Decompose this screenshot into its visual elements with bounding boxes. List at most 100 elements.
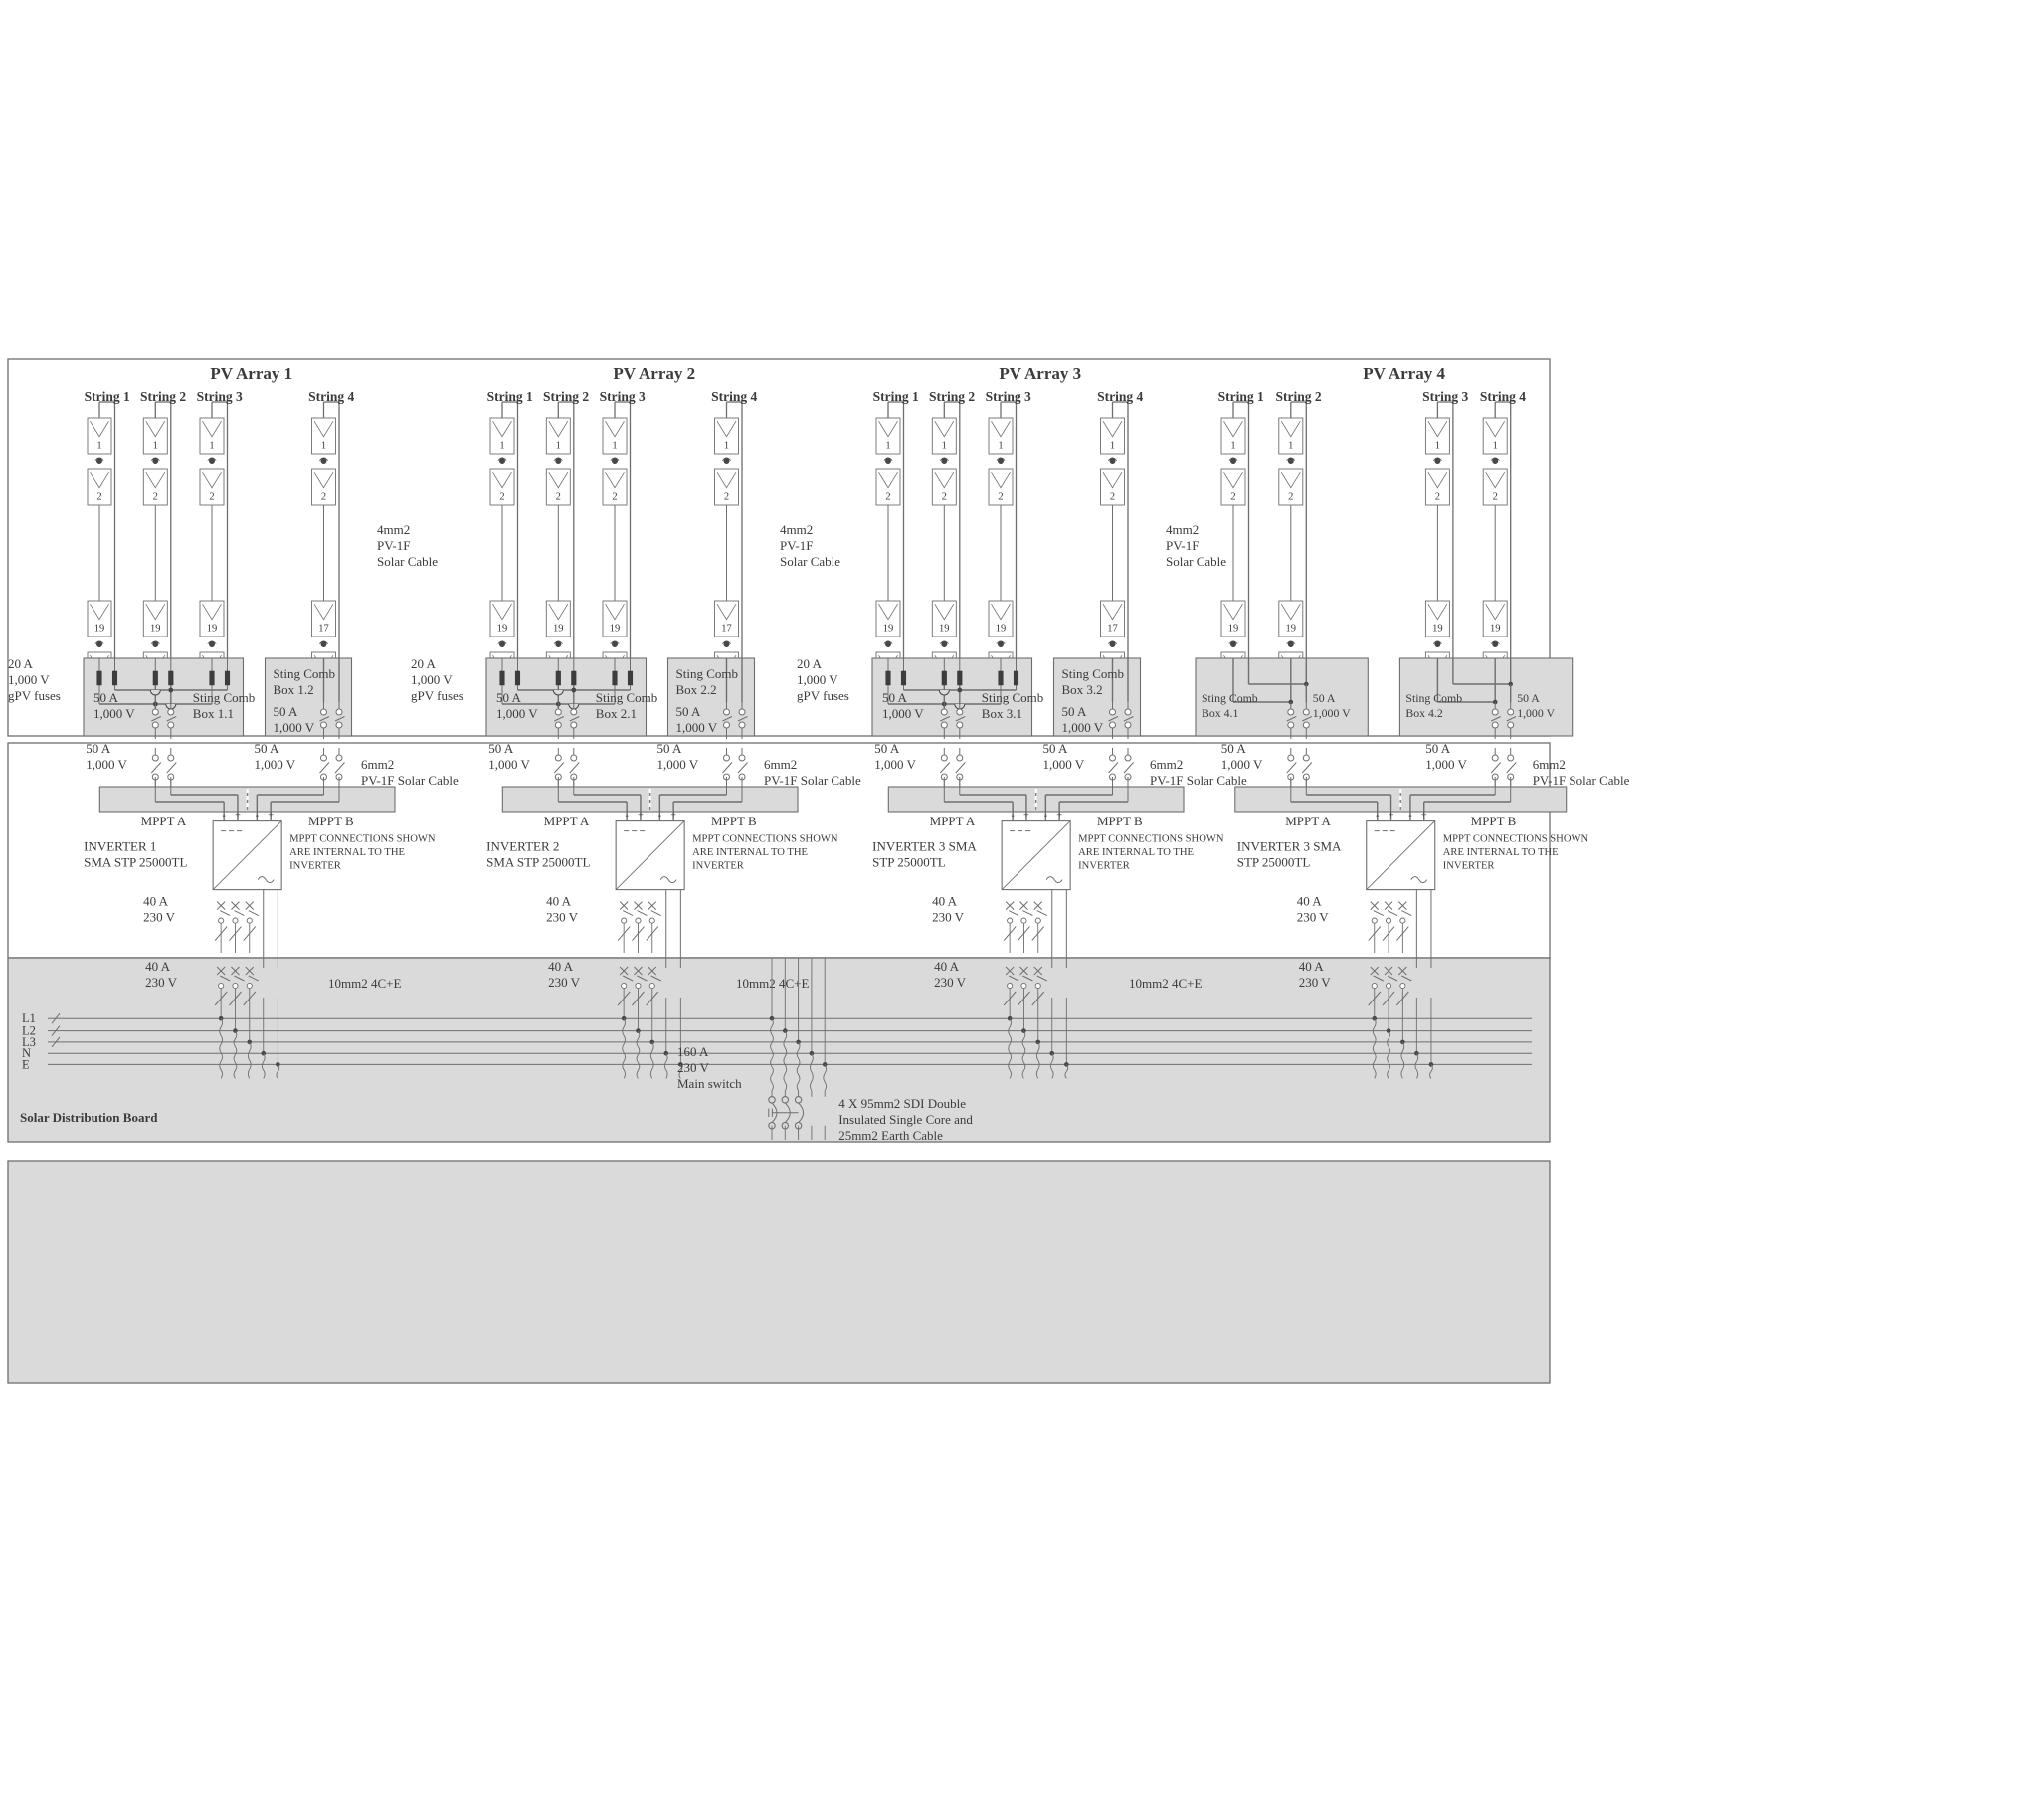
svg-text:2: 2 [96,492,101,503]
svg-text:4mm2: 4mm2 [377,522,410,537]
svg-text:2: 2 [612,492,617,503]
svg-text:2: 2 [1493,492,1498,503]
svg-text:String 3: String 3 [986,389,1031,404]
svg-text:6mm2: 6mm2 [764,757,797,772]
svg-text:String 1: String 1 [487,389,533,404]
svg-text:MPPT B: MPPT B [1471,814,1517,828]
svg-text:1: 1 [209,441,214,452]
svg-text:2: 2 [556,492,561,503]
svg-text:2: 2 [942,492,947,503]
svg-text:2: 2 [1230,492,1235,503]
svg-text:-: - [1408,811,1412,821]
svg-text:MPPT B: MPPT B [308,814,354,828]
svg-text:6mm2: 6mm2 [361,757,394,772]
svg-text:PV Array 4: PV Array 4 [1363,364,1445,383]
svg-text:10mm2 4C+E: 10mm2 4C+E [328,976,401,991]
svg-text:PV-1F Solar Cable: PV-1F Solar Cable [361,773,459,788]
svg-text:1: 1 [153,441,158,452]
svg-text:1: 1 [96,441,101,452]
svg-text:4mm2: 4mm2 [1166,522,1199,537]
svg-text:6mm2: 6mm2 [1533,757,1566,772]
svg-text:1: 1 [612,441,617,452]
svg-text:PV Array 2: PV Array 2 [613,364,695,383]
svg-text:PV-1F Solar Cable: PV-1F Solar Cable [764,773,861,788]
svg-text:2: 2 [1110,492,1115,503]
svg-text:PV-1F Solar Cable: PV-1F Solar Cable [1533,773,1630,788]
svg-text:MPPT A: MPPT A [544,814,590,828]
svg-text:-: - [1376,811,1380,821]
svg-text:String 3: String 3 [600,389,646,404]
svg-text:1: 1 [1230,441,1235,452]
svg-text:2: 2 [724,492,729,503]
svg-text:E: E [22,1057,30,1071]
svg-text:PV-1F Solar Cable: PV-1F Solar Cable [1150,773,1247,788]
svg-text:String 4: String 4 [711,389,757,404]
svg-text:2: 2 [153,492,158,503]
svg-text:1: 1 [942,441,947,452]
svg-text:String 4: String 4 [1480,389,1526,404]
svg-text:19: 19 [939,624,950,635]
svg-text:+: + [268,811,274,821]
svg-text:MPPT B: MPPT B [1097,814,1143,828]
svg-text:+: + [670,811,676,821]
svg-text:String 1: String 1 [1218,389,1264,404]
svg-text:Solar Cable: Solar Cable [1166,554,1226,569]
svg-text:17: 17 [1107,624,1118,635]
svg-text:String 1: String 1 [873,389,919,404]
svg-text:19: 19 [1286,624,1297,635]
svg-text:String 2: String 2 [929,389,975,404]
svg-text:1: 1 [998,441,1003,452]
svg-text:10mm2 4C+E: 10mm2 4C+E [1129,976,1202,991]
svg-text:1: 1 [321,441,326,452]
svg-text:1: 1 [1288,441,1293,452]
svg-text:+: + [235,811,241,821]
svg-text:1: 1 [556,441,561,452]
svg-text:19: 19 [1432,624,1443,635]
svg-text:1: 1 [1435,441,1440,452]
svg-text:19: 19 [610,624,621,635]
svg-text:-: - [256,811,260,821]
svg-text:2: 2 [499,492,504,503]
svg-text:1: 1 [885,441,890,452]
svg-text:String 2: String 2 [1275,389,1321,404]
svg-text:2: 2 [321,492,326,503]
svg-text:2: 2 [885,492,890,503]
svg-text:-: - [222,811,226,821]
svg-text:+: + [1023,811,1029,821]
svg-text:PV-1F: PV-1F [377,538,410,553]
svg-text:1: 1 [1110,441,1115,452]
svg-text:PV Array 1: PV Array 1 [210,364,292,383]
svg-text:17: 17 [318,624,329,635]
svg-text:2: 2 [998,492,1003,503]
svg-text:String 2: String 2 [543,389,589,404]
svg-text:-: - [1011,811,1015,821]
svg-text:19: 19 [150,624,161,635]
svg-text:2: 2 [209,492,214,503]
svg-text:-: - [658,811,662,821]
svg-text:19: 19 [883,624,894,635]
svg-text:String 3: String 3 [1422,389,1468,404]
svg-text:PV-1F: PV-1F [1166,538,1199,553]
svg-text:2: 2 [1288,492,1293,503]
svg-text:+: + [1056,811,1062,821]
svg-text:1: 1 [1493,441,1498,452]
svg-text:19: 19 [996,624,1007,635]
svg-text:1: 1 [724,441,729,452]
svg-text:String 4: String 4 [308,389,354,404]
svg-text:String 4: String 4 [1097,389,1143,404]
svg-text:String 3: String 3 [197,389,243,404]
svg-text:1: 1 [499,441,504,452]
svg-text:MPPT A: MPPT A [930,814,976,828]
svg-text:2: 2 [1435,492,1440,503]
svg-text:MPPT A: MPPT A [1285,814,1331,828]
svg-text:19: 19 [1228,624,1239,635]
svg-text:-: - [1044,811,1048,821]
svg-text:+: + [1389,811,1394,821]
svg-text:19: 19 [497,624,508,635]
svg-text:4mm2: 4mm2 [780,522,813,537]
svg-text:String 1: String 1 [85,389,130,404]
svg-text:PV Array 3: PV Array 3 [999,364,1081,383]
svg-text:+: + [1421,811,1427,821]
svg-text:MPPT A: MPPT A [141,814,187,828]
svg-text:19: 19 [553,624,564,635]
